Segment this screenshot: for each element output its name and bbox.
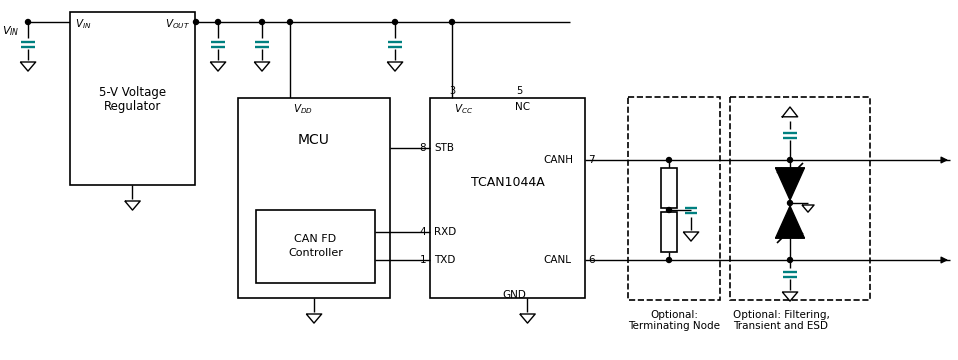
Text: CAN FD: CAN FD <box>294 234 336 244</box>
Text: Regulator: Regulator <box>103 100 161 113</box>
Text: Terminating Node: Terminating Node <box>628 321 720 331</box>
Text: $V_{IN}$: $V_{IN}$ <box>75 17 91 31</box>
Circle shape <box>449 19 454 24</box>
Text: Controller: Controller <box>288 248 343 258</box>
Text: 1: 1 <box>420 255 426 265</box>
Text: Transient and ESD: Transient and ESD <box>733 321 828 331</box>
Text: MCU: MCU <box>298 133 330 147</box>
Text: $V_{OUT}$: $V_{OUT}$ <box>165 17 190 31</box>
Circle shape <box>667 158 672 162</box>
Circle shape <box>667 257 672 262</box>
Circle shape <box>287 19 292 24</box>
Circle shape <box>667 207 672 212</box>
Circle shape <box>26 19 31 24</box>
Circle shape <box>216 19 220 24</box>
Text: 8: 8 <box>420 143 426 153</box>
Text: 7: 7 <box>588 155 595 165</box>
Text: TXD: TXD <box>434 255 455 265</box>
Text: Optional: Filtering,: Optional: Filtering, <box>733 310 830 320</box>
Text: $V_{IN}$: $V_{IN}$ <box>2 24 19 38</box>
Text: $V_{CC}$: $V_{CC}$ <box>454 102 473 116</box>
Bar <box>238 98 390 298</box>
Bar <box>256 210 375 283</box>
Bar <box>70 12 195 185</box>
Circle shape <box>260 19 264 24</box>
Circle shape <box>393 19 398 24</box>
Text: CANH: CANH <box>543 155 573 165</box>
Circle shape <box>787 201 792 206</box>
Circle shape <box>787 257 792 262</box>
Text: TCAN1044A: TCAN1044A <box>470 176 544 189</box>
Circle shape <box>194 19 198 24</box>
Bar <box>661 212 677 252</box>
Text: 6: 6 <box>588 255 595 265</box>
Text: 5: 5 <box>515 86 522 96</box>
Bar <box>430 98 585 298</box>
Text: 3: 3 <box>449 86 455 96</box>
Text: CANL: CANL <box>543 255 571 265</box>
Text: $V_{DD}$: $V_{DD}$ <box>293 102 313 116</box>
Text: GND: GND <box>503 290 526 300</box>
Bar <box>730 97 870 300</box>
Text: STB: STB <box>434 143 454 153</box>
Circle shape <box>787 158 792 162</box>
Bar <box>628 97 720 300</box>
Text: NC: NC <box>515 102 530 112</box>
Polygon shape <box>776 206 805 238</box>
Text: 4: 4 <box>420 227 426 237</box>
Polygon shape <box>776 168 805 200</box>
Text: RXD: RXD <box>434 227 456 237</box>
Text: 5-V Voltage: 5-V Voltage <box>99 86 166 99</box>
Text: Optional:: Optional: <box>650 310 698 320</box>
Bar <box>661 168 677 208</box>
